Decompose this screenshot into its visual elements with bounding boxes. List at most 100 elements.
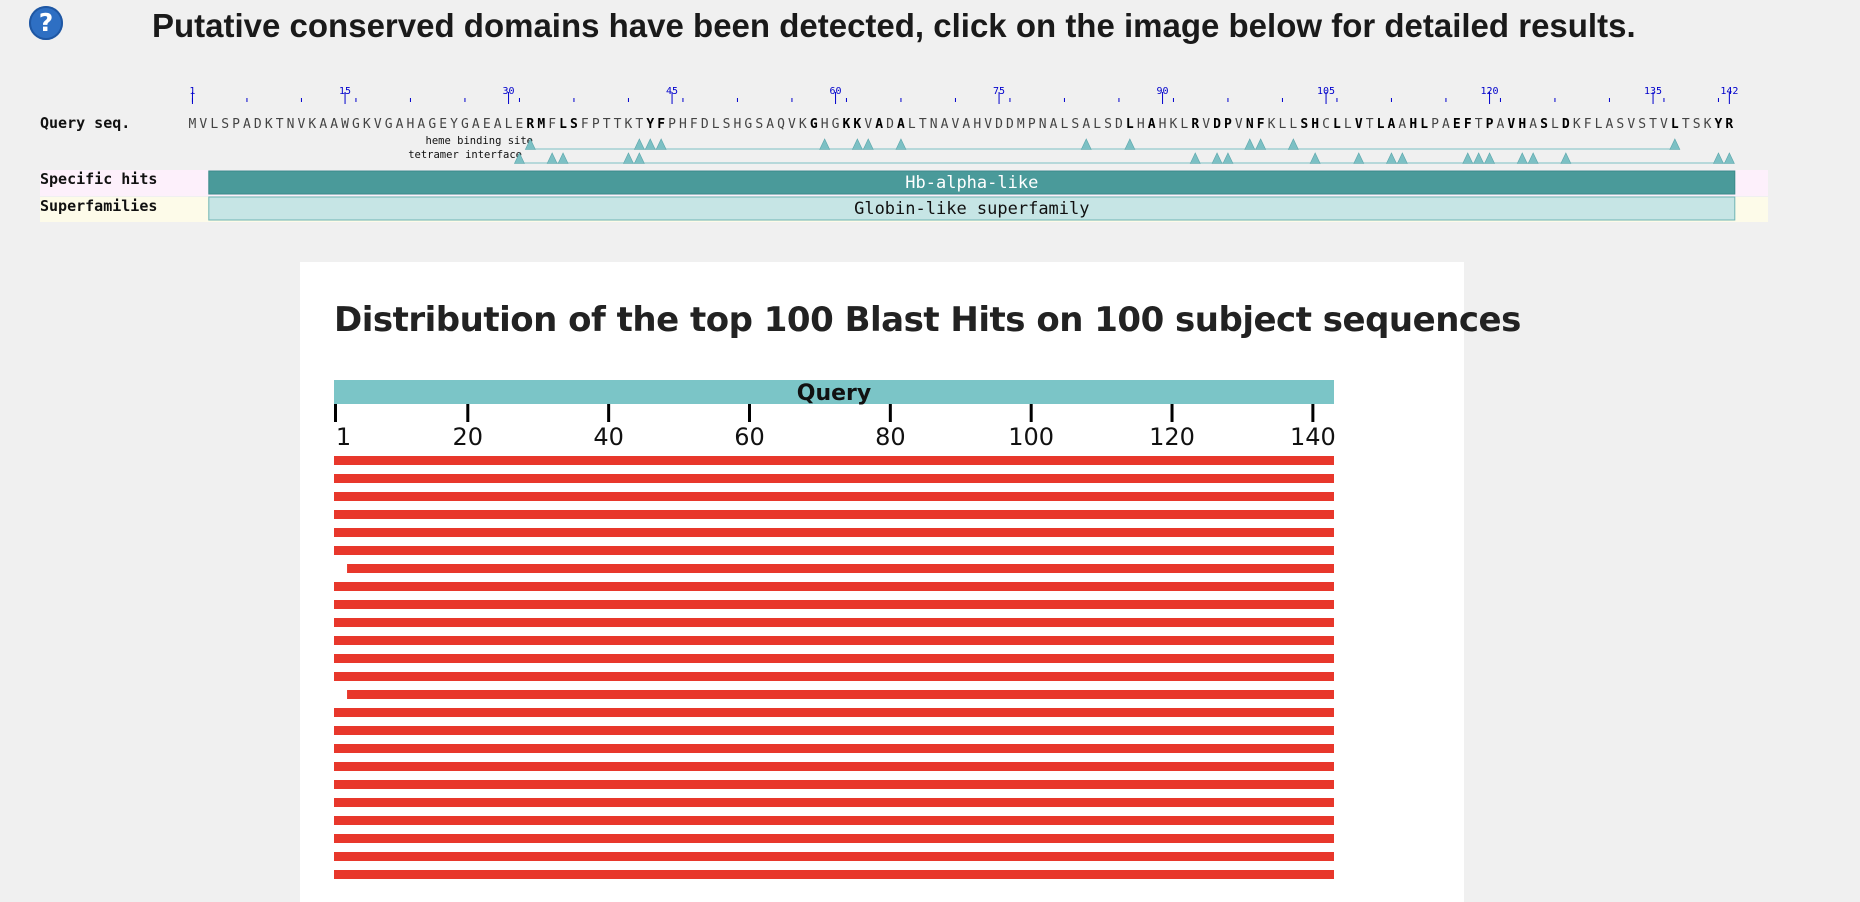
tetramer-interface-site-marker[interactable] (1723, 152, 1735, 164)
sequence-residue: H (1409, 117, 1417, 132)
tetramer-interface-site-marker[interactable] (1222, 152, 1234, 164)
sequence-residue: G (385, 117, 393, 132)
sequence-residue: V (1507, 117, 1515, 132)
heme-binding-site-marker[interactable] (851, 138, 863, 150)
sequence-residue: Y (450, 117, 458, 132)
sequence-residue: T (635, 117, 643, 132)
sequence-residue: R (1191, 117, 1199, 132)
sequence-residue: M (537, 117, 545, 132)
sequence-residue: K (1268, 117, 1276, 132)
blast-hit-bar (334, 780, 1334, 789)
tetramer-interface-site-marker[interactable] (1712, 152, 1724, 164)
sequence-residue: V (1235, 117, 1243, 132)
sequence-residue: A (766, 117, 774, 132)
tetramer-interface-site-marker[interactable] (1527, 152, 1539, 164)
tetramer-interface-site-marker[interactable] (557, 152, 569, 164)
tetramer-interface-site-marker[interactable] (622, 152, 634, 164)
sequence-residue: Q (777, 117, 785, 132)
tetramer-interface-site-marker[interactable] (1396, 152, 1408, 164)
blast-hit-bar (334, 816, 1334, 825)
sequence-residue: L (1595, 117, 1603, 132)
heme-binding-site-marker[interactable] (644, 138, 656, 150)
sequence-residue: F (1464, 117, 1472, 132)
tetramer-interface-site-marker[interactable] (513, 152, 525, 164)
sequence-residue: A (494, 117, 502, 132)
help-icon[interactable]: ? (29, 6, 63, 40)
tetramer-interface-site-marker[interactable] (1473, 152, 1485, 164)
sequence-residue: A (1442, 117, 1450, 132)
tetramer-interface-site-marker[interactable] (1189, 152, 1201, 164)
heme-binding-site-marker[interactable] (895, 138, 907, 150)
sequence-residue: A (417, 117, 425, 132)
tetramer-interface-site-marker[interactable] (1353, 152, 1365, 164)
sequence-residue: G (352, 117, 360, 132)
sequence-residue: P (1224, 117, 1232, 132)
query-bar (334, 380, 1334, 404)
sequence-residue: F (1257, 117, 1265, 132)
sequence-residue: Y (646, 117, 654, 132)
heme-binding-site-marker[interactable] (1244, 138, 1256, 150)
heme-binding-site-marker[interactable] (1255, 138, 1267, 150)
tetramer-interface-site-marker[interactable] (1309, 152, 1321, 164)
sequence-residue: L (1551, 117, 1559, 132)
blast-hit-bar (334, 456, 1334, 465)
sequence-residue: L (1279, 117, 1287, 132)
heme-binding-site-marker[interactable] (1080, 138, 1092, 150)
ruler-tick-label: 135 (1644, 86, 1662, 97)
blast-hits-distribution-panel: Distribution of the top 100 Blast Hits o… (300, 262, 1521, 902)
tetramer-interface-site-marker[interactable] (633, 152, 645, 164)
tetramer-interface-site-marker[interactable] (1516, 152, 1528, 164)
hb-alpha-like-domain-bar[interactable] (208, 170, 1736, 195)
heme-binding-site-marker[interactable] (1287, 138, 1299, 150)
sequence-residue: V (1355, 117, 1363, 132)
ruler-tick-label: 90 (1157, 86, 1169, 97)
heme-binding-site-marker[interactable] (1124, 138, 1136, 150)
conserved-domains-graphic[interactable]: 1 15 30 45 60 75 90 105 120 135 142 Query seq. Spe… (0, 86, 1860, 226)
blast-hit-bar (334, 528, 1334, 537)
sequence-residue: P (1431, 117, 1439, 132)
tetramer-interface-site-marker[interactable] (1484, 152, 1496, 164)
sequence-residue: N (930, 117, 938, 132)
sequence-residue: L (1377, 117, 1385, 132)
blast-hit-bar (334, 726, 1334, 735)
sequence-residue: D (701, 117, 709, 132)
heme-binding-site-marker[interactable] (655, 138, 667, 150)
sequence-residue: V (1202, 117, 1210, 132)
sequence-residue: K (799, 117, 807, 132)
sequence-residue: V (374, 117, 382, 132)
sequence-residue: P (592, 117, 600, 132)
sequence-residue: E (1453, 117, 1461, 132)
blast-hit-bar (334, 834, 1334, 843)
sequence-residue: P (668, 117, 676, 132)
sequence-residue: T (276, 117, 284, 132)
sequence-residue: A (1388, 117, 1396, 132)
heme-binding-site-marker[interactable] (524, 138, 536, 150)
sequence-residue: V (199, 117, 207, 132)
axis-tick-label: 120 (1149, 423, 1195, 451)
sequence-residue: V (1660, 117, 1668, 132)
sequence-residue: K (625, 117, 633, 132)
heme-binding-site-marker[interactable] (862, 138, 874, 150)
tetramer-interface-site-marker[interactable] (1385, 152, 1397, 164)
tetramer-interface-site-marker[interactable] (1462, 152, 1474, 164)
sequence-residue: K (265, 117, 273, 132)
site-features[interactable] (513, 138, 1735, 164)
heme-binding-site-marker[interactable] (819, 138, 831, 150)
globin-like-superfamily-bar[interactable] (208, 196, 1736, 221)
sequence-residue: R (526, 117, 534, 132)
sequence-residue: N (287, 117, 295, 132)
axis-tick-label: 20 (453, 423, 484, 451)
sequence-residue: F (657, 117, 665, 132)
sequence-residue: A (1148, 117, 1156, 132)
tetramer-interface-site-marker[interactable] (1211, 152, 1223, 164)
heme-binding-site-marker[interactable] (633, 138, 645, 150)
blast-hit-bar (334, 582, 1334, 591)
tetramer-interface-site-marker[interactable] (546, 152, 558, 164)
sequence-residue: S (1616, 117, 1624, 132)
sequence-residue: S (1071, 117, 1079, 132)
distribution-svg: Query 1 20 40 60 80 100 120 140 (334, 380, 1336, 879)
heme-binding-site-marker[interactable] (1669, 138, 1681, 150)
cdd-svg[interactable]: 1 15 30 45 60 75 90 105 120 135 142 Query seq. Spe… (0, 86, 1860, 226)
tetramer-interface-site-marker[interactable] (1560, 152, 1572, 164)
sequence-residue: T (614, 117, 622, 132)
